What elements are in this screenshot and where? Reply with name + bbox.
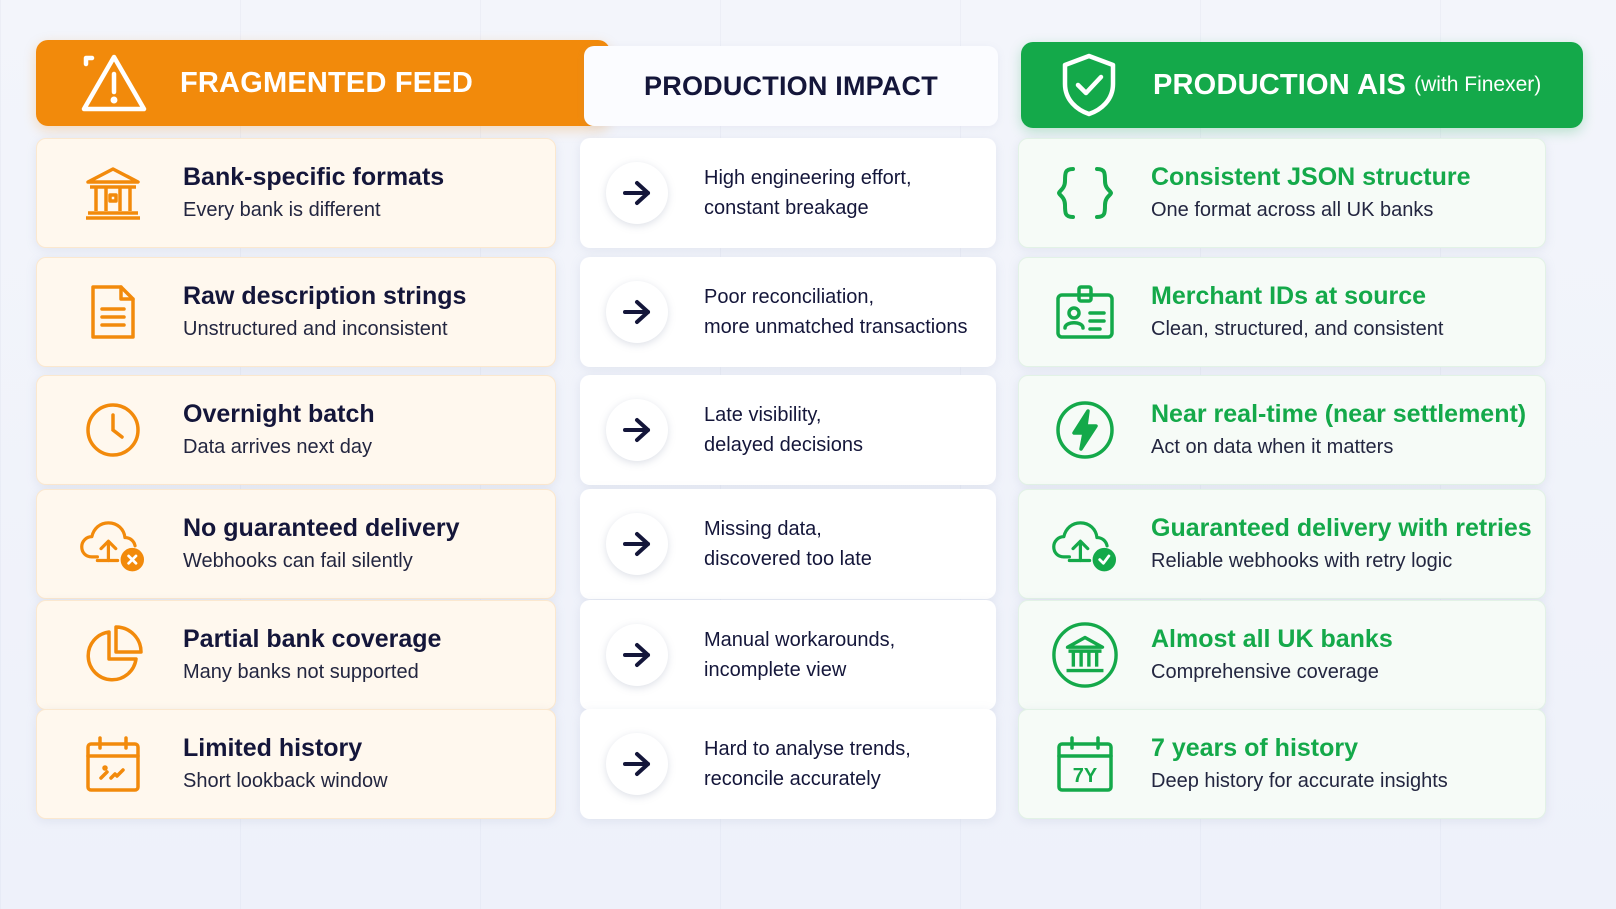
- impact-line-1: Late visibility,: [704, 404, 822, 426]
- calendar-7y-icon: 7Y: [1051, 730, 1119, 798]
- solution-desc: Comprehensive coverage: [1151, 661, 1379, 683]
- impact-line-2: incomplete view: [704, 659, 847, 681]
- bank-circle-icon: [1051, 621, 1119, 689]
- clock-icon: [79, 396, 147, 464]
- header-right-title: PRODUCTION AIS: [1153, 68, 1407, 101]
- header-right-subtitle: (with Finexer): [1414, 73, 1542, 96]
- impact-line-1: Manual workarounds,: [704, 629, 896, 651]
- solution-title: Near real-time (near settlement): [1151, 400, 1527, 428]
- row-batch: Overnight batch Data arrives next day La…: [36, 375, 1583, 485]
- impact-card: Missing data, discovered too late: [580, 489, 996, 599]
- solution-desc: Act on data when it matters: [1151, 436, 1394, 458]
- impact-line-2: reconcile accurately: [704, 768, 881, 790]
- problem-card: Limited history Short lookback window: [36, 709, 556, 819]
- problem-title: No guaranteed delivery: [183, 514, 460, 542]
- solution-title: 7 years of history: [1151, 734, 1359, 762]
- impact-card: Hard to analyse trends, reconcile accura…: [580, 709, 996, 819]
- problem-desc: Webhooks can fail silently: [183, 550, 413, 572]
- solution-title: Consistent JSON structure: [1151, 163, 1471, 191]
- impact-card: Poor reconciliation, more unmatched tran…: [580, 257, 996, 367]
- row-formats: Bank-specific formats Every bank is diff…: [36, 138, 1583, 248]
- arrow-right-icon: [606, 733, 668, 795]
- problem-card: Bank-specific formats Every bank is diff…: [36, 138, 556, 248]
- arrow-right-icon: [606, 162, 668, 224]
- problem-card: Overnight batch Data arrives next day: [36, 375, 556, 485]
- arrow-right-icon: [606, 281, 668, 343]
- header-center-title: PRODUCTION IMPACT: [644, 70, 938, 101]
- solution-card: Merchant IDs at source Clean, structured…: [1018, 257, 1546, 367]
- header-fragmented-feed: FRAGMENTED FEED: [36, 40, 610, 126]
- problem-title: Raw description strings: [183, 282, 467, 310]
- impact-line-1: Poor reconciliation,: [704, 286, 875, 308]
- problem-desc: Unstructured and inconsistent: [183, 318, 448, 340]
- problem-desc: Many banks not supported: [183, 661, 419, 683]
- bank-building-icon: [79, 159, 147, 227]
- impact-card: High engineering effort, constant breaka…: [580, 138, 996, 248]
- arrow-right-icon: [606, 513, 668, 575]
- problem-desc: Data arrives next day: [183, 436, 372, 458]
- document-icon: [79, 278, 147, 346]
- impact-line-2: constant breakage: [704, 197, 869, 219]
- cloud-upload-check-icon: [1051, 510, 1119, 578]
- arrow-right-icon: [606, 624, 668, 686]
- solution-desc: Deep history for accurate insights: [1151, 770, 1448, 792]
- header-production-impact: PRODUCTION IMPACT: [584, 46, 998, 126]
- warning-triangle-icon: [80, 49, 148, 117]
- problem-desc: Short lookback window: [183, 770, 388, 792]
- header-left-title: FRAGMENTED FEED: [180, 66, 473, 99]
- impact-line-2: more unmatched transactions: [704, 316, 968, 338]
- solution-title: Almost all UK banks: [1151, 625, 1393, 653]
- problem-title: Bank-specific formats: [183, 163, 445, 191]
- impact-line-1: Hard to analyse trends,: [704, 738, 911, 760]
- impact-line-2: delayed decisions: [704, 434, 863, 456]
- impact-card: Manual workarounds, incomplete view: [580, 600, 996, 710]
- solution-desc: Clean, structured, and consistent: [1151, 318, 1444, 340]
- solution-card: Consistent JSON structure One format acr…: [1018, 138, 1546, 248]
- solution-desc: Reliable webhooks with retry logic: [1151, 550, 1453, 572]
- row-delivery: No guaranteed delivery Webhooks can fail…: [36, 489, 1583, 599]
- solution-card: Guaranteed delivery with retries Reliabl…: [1018, 489, 1546, 599]
- problem-title: Limited history: [183, 734, 363, 762]
- arrow-right-icon: [606, 399, 668, 461]
- problem-card: No guaranteed delivery Webhooks can fail…: [36, 489, 556, 599]
- problem-title: Partial bank coverage: [183, 625, 442, 653]
- header-production-ais: PRODUCTION AIS (with Finexer): [1021, 42, 1583, 128]
- cloud-upload-fail-icon: [79, 510, 147, 578]
- row-history: Limited history Short lookback window Ha…: [36, 709, 1583, 819]
- solution-desc: One format across all UK banks: [1151, 199, 1434, 221]
- shield-check-icon: [1055, 51, 1123, 119]
- curly-braces-icon: [1051, 159, 1119, 227]
- problem-title: Overnight batch: [183, 400, 375, 428]
- problem-card: Partial bank coverage Many banks not sup…: [36, 600, 556, 710]
- impact-line-1: Missing data,: [704, 518, 822, 540]
- solution-card: Almost all UK banks Comprehensive covera…: [1018, 600, 1546, 710]
- problem-card: Raw description strings Unstructured and…: [36, 257, 556, 367]
- id-badge-icon: [1051, 278, 1119, 346]
- calendar-icon: [79, 730, 147, 798]
- header-row: FRAGMENTED FEED PRODUCTION IMPACT PRODUC…: [36, 40, 1583, 128]
- lightning-bolt-icon: [1051, 396, 1119, 464]
- impact-line-1: High engineering effort,: [704, 167, 912, 189]
- problem-desc: Every bank is different: [183, 199, 381, 221]
- solution-title: Merchant IDs at source: [1151, 282, 1427, 310]
- row-descriptions: Raw description strings Unstructured and…: [36, 257, 1583, 367]
- row-coverage: Partial bank coverage Many banks not sup…: [36, 600, 1583, 710]
- pie-chart-icon: [79, 621, 147, 689]
- solution-card: 7Y 7 years of history Deep history for a…: [1018, 709, 1546, 819]
- solution-title: Guaranteed delivery with retries: [1151, 514, 1532, 542]
- comparison-table: FRAGMENTED FEED PRODUCTION IMPACT PRODUC…: [36, 40, 1583, 840]
- impact-line-2: discovered too late: [704, 548, 872, 570]
- solution-card: Near real-time (near settlement) Act on …: [1018, 375, 1546, 485]
- impact-card: Late visibility, delayed decisions: [580, 375, 996, 485]
- calendar-7y-label: 7Y: [1073, 765, 1098, 787]
